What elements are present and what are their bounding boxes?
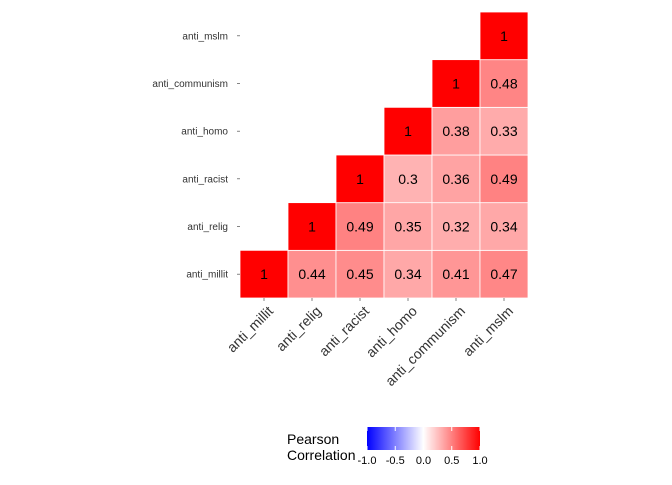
legend-tick-label: 1.0 xyxy=(472,455,487,467)
legend-color-bar xyxy=(367,427,480,450)
cell-value-label: 1 xyxy=(260,266,268,282)
heatmap-cell xyxy=(479,154,529,204)
cell-value-label: 0.34 xyxy=(490,219,517,235)
cell-value-label: 0.3 xyxy=(398,171,418,187)
cell-value-label: 1 xyxy=(452,76,460,92)
heatmap-cell xyxy=(335,202,385,251)
cell-value-label: 1 xyxy=(404,123,412,139)
cell-value-label: 0.32 xyxy=(442,219,469,235)
y-tick-label: anti_millit xyxy=(186,270,228,281)
heatmap-cell xyxy=(335,154,385,204)
legend-tick-label: -0.5 xyxy=(386,455,405,467)
legend-title-line-2: Correlation xyxy=(287,447,355,463)
y-tick-label: anti_mslm xyxy=(182,31,228,42)
heatmap-cell xyxy=(383,154,433,204)
heatmap-cells xyxy=(239,11,529,299)
color-legend: Pearson Correlation -1.0 -0.5 0.0 0.5 1.0 xyxy=(287,427,488,467)
cell-value-label: 1 xyxy=(356,171,364,187)
cell-value-label: 0.35 xyxy=(394,219,421,235)
heatmap-cell xyxy=(431,106,481,156)
y-tick-label: anti_homo xyxy=(181,127,228,138)
cell-value-label: 0.34 xyxy=(394,266,421,282)
legend-tick-label: 0.5 xyxy=(444,455,459,467)
cell-value-label: 0.49 xyxy=(346,219,373,235)
legend-title-line-1: Pearson xyxy=(287,431,339,447)
cell-value-label: 0.44 xyxy=(298,266,325,282)
legend-tick-label: 0.0 xyxy=(416,455,431,467)
heatmap-cell xyxy=(479,106,529,156)
heatmap-cell xyxy=(239,249,289,299)
heatmap-cell xyxy=(431,154,481,204)
heatmap-cell xyxy=(479,11,529,61)
cell-value-label: 1 xyxy=(308,219,316,235)
cell-value-label: 0.33 xyxy=(490,123,517,139)
y-tick-label: anti_racist xyxy=(182,174,228,185)
cell-value-label: 1 xyxy=(500,28,508,44)
y-axis: anti_millit anti_relig anti_racist anti_hom… xyxy=(152,31,240,281)
heatmap-cell xyxy=(335,249,385,299)
cell-value-label: 0.41 xyxy=(442,266,469,282)
heatmap-cell xyxy=(383,202,433,251)
heatmap-cell-labels: 1 0.44 0.45 0.34 0.41 0.47 1 0.49 0.35 0.32 0.34 1 0… xyxy=(260,28,518,282)
cell-value-label: 0.49 xyxy=(490,171,517,187)
heatmap-cell xyxy=(479,59,529,108)
y-tick-label: anti_communism xyxy=(152,79,228,90)
cell-value-label: 0.48 xyxy=(490,76,517,92)
cell-value-label: 0.45 xyxy=(346,266,373,282)
heatmap-cell xyxy=(431,59,481,108)
y-tick-label: anti_relig xyxy=(187,222,228,233)
cell-value-label: 0.36 xyxy=(442,171,469,187)
heatmap-cell xyxy=(479,202,529,251)
heatmap-cell xyxy=(383,106,433,156)
cell-value-label: 0.38 xyxy=(442,123,469,139)
cell-value-label: 0.47 xyxy=(490,266,517,282)
legend-tick-label: -1.0 xyxy=(358,455,377,467)
legend-ticks: -1.0 -0.5 0.0 0.5 1.0 xyxy=(358,427,488,467)
